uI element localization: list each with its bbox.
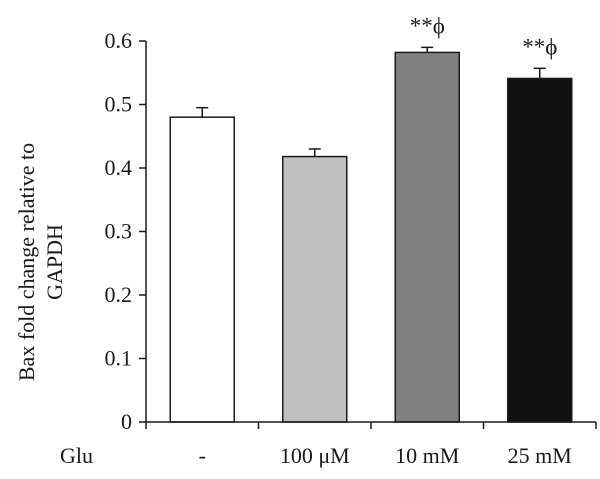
x-tick-label-1: 100 μM [280, 443, 350, 468]
x-axis: - 100 μM 10 mM 25 mM [145, 421, 597, 468]
bar-3 [507, 77, 573, 423]
x-tick-label-3: 25 mM [508, 443, 572, 468]
y-tick-label-0: 0 [121, 409, 132, 434]
x-group-label: Glu [60, 443, 93, 468]
bar-1 [282, 155, 348, 423]
y-axis: 0 0.1 0.2 0.3 0.4 0.5 0.6 [105, 28, 147, 434]
y-tick-label-6: 0.6 [105, 28, 133, 53]
y-tick-label-3: 0.3 [105, 219, 133, 244]
y-tick-label-1: 0.1 [105, 346, 133, 371]
y-tick-label-5: 0.5 [105, 92, 133, 117]
x-tick-label-2: 10 mM [395, 443, 459, 468]
y-tick-label-2: 0.2 [105, 282, 133, 307]
bars: **ϕ **ϕ [169, 13, 573, 423]
bar-2 [394, 51, 460, 423]
y-axis-label-line-2: GAPDH [42, 224, 67, 300]
y-axis-label-line-1: Bax fold change relative to [14, 143, 39, 381]
x-tick-label-0: - [199, 443, 206, 468]
significance-label-3: **ϕ [522, 34, 557, 59]
bar-0 [169, 116, 235, 423]
y-tick-label-4: 0.4 [105, 155, 133, 180]
y-axis-title: Bax fold change relative to GAPDH [14, 143, 67, 381]
significance-label-2: **ϕ [410, 13, 445, 38]
